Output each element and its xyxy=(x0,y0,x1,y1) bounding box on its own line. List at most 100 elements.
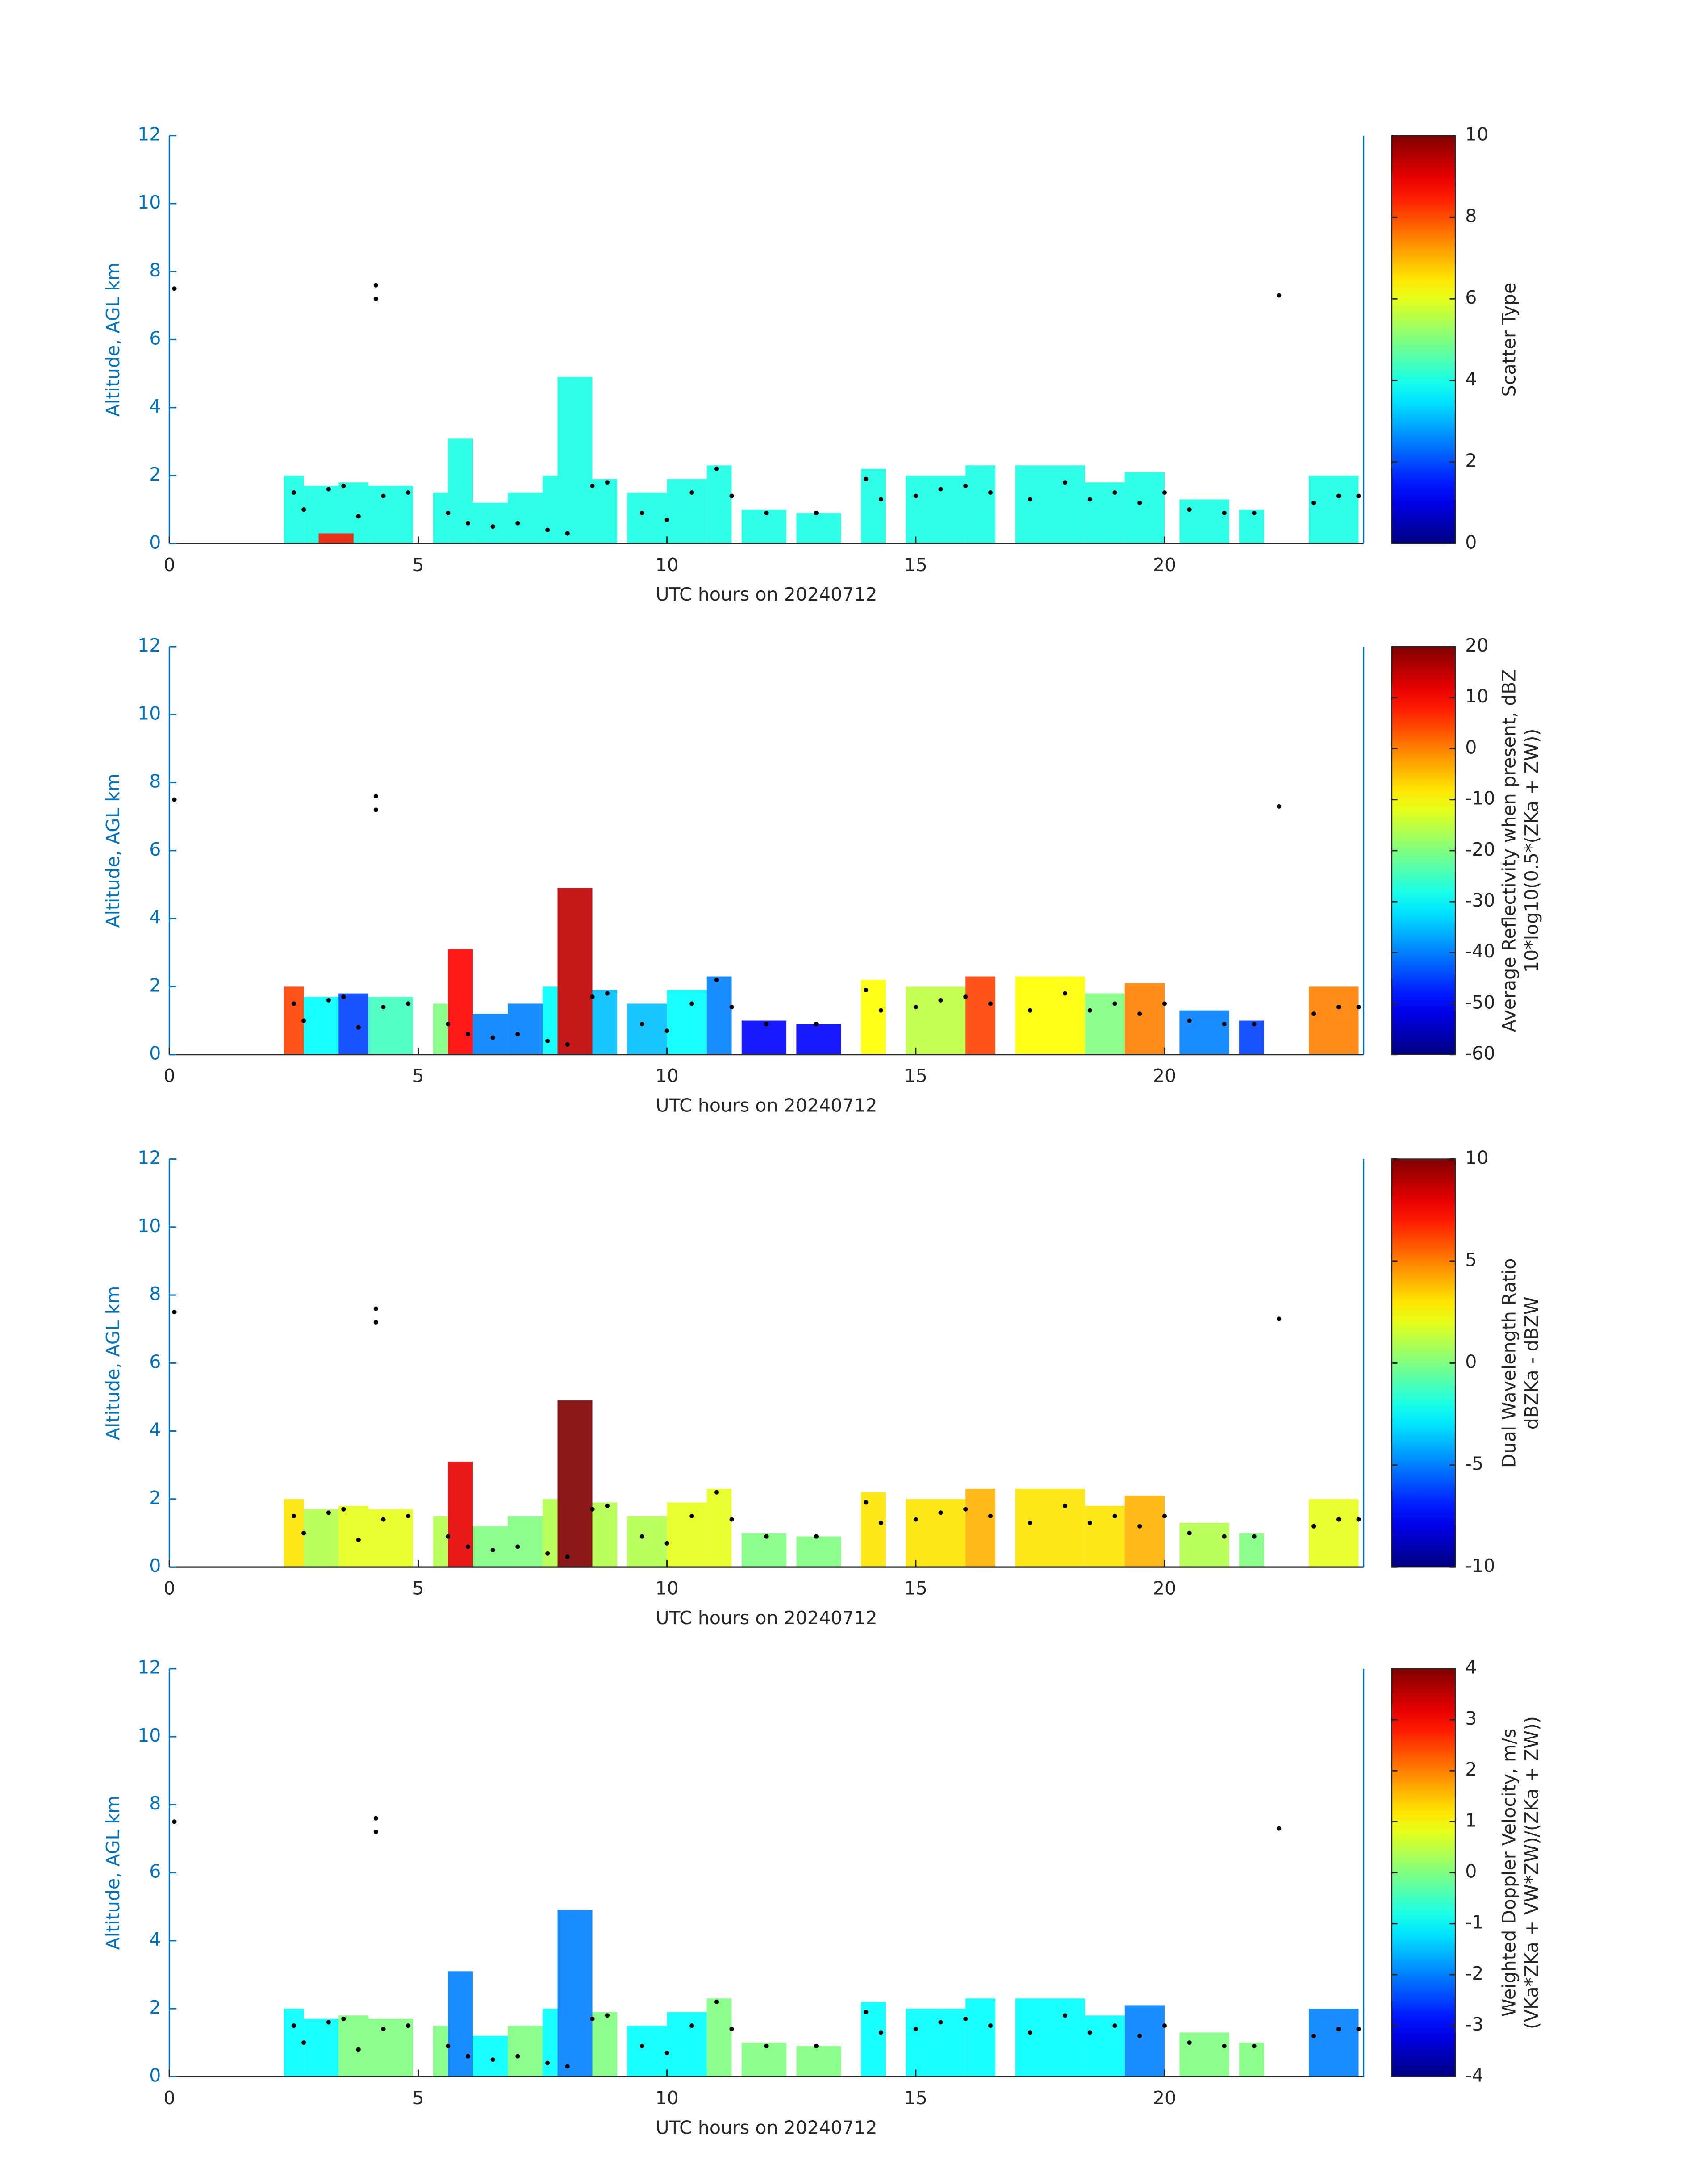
marker-point xyxy=(406,2023,411,2028)
x-tick-label: 0 xyxy=(163,554,175,576)
marker-point xyxy=(1311,500,1316,505)
data-cell xyxy=(741,1533,787,1567)
marker-point xyxy=(639,510,644,515)
marker-point xyxy=(814,510,819,515)
marker-point xyxy=(373,297,378,301)
colorbar-label: (VKa*ZKa + VW*ZW)/(ZKa + ZW)) xyxy=(1521,1716,1542,2029)
data-cell xyxy=(368,485,413,544)
marker-point xyxy=(1336,1517,1341,1522)
marker-point xyxy=(714,978,719,982)
marker-point xyxy=(1028,2030,1033,2035)
colorbar-tick-label: 5 xyxy=(1465,1249,1477,1270)
marker-point xyxy=(664,2050,669,2056)
y-tick-label: 4 xyxy=(149,1929,161,1950)
data-cell xyxy=(796,1536,841,1567)
data-cell xyxy=(906,1499,966,1567)
data-cell xyxy=(1239,510,1264,544)
marker-point xyxy=(1187,2040,1192,2045)
marker-point xyxy=(963,994,968,999)
marker-point xyxy=(291,2023,296,2028)
colorbar-tick-label: 10 xyxy=(1465,1147,1488,1169)
marker-point xyxy=(1187,507,1192,512)
marker-point xyxy=(864,1500,869,1505)
marker-point xyxy=(913,1517,918,1522)
colorbar-label: Dual Wavelength Ratio xyxy=(1498,1258,1520,1468)
data-cell xyxy=(741,1020,787,1055)
marker-point xyxy=(1336,1004,1341,1010)
data-cell xyxy=(965,976,996,1055)
x-tick-label: 15 xyxy=(904,554,927,576)
data-cell xyxy=(796,2046,841,2077)
marker-point xyxy=(515,1032,520,1037)
marker-point xyxy=(605,480,610,485)
marker-point xyxy=(714,1490,719,1495)
marker-point xyxy=(1063,1504,1068,1508)
colorbar-tick-label: 3 xyxy=(1465,1708,1477,1729)
data-cell xyxy=(338,1506,369,1567)
marker-point xyxy=(172,797,177,802)
data-cell xyxy=(1309,986,1359,1055)
marker-point xyxy=(490,1548,495,1553)
data-cell xyxy=(557,1910,593,2077)
data-cell xyxy=(1239,1533,1264,1567)
y-axis-label: Altitude, AGL km xyxy=(102,263,124,417)
marker-point xyxy=(590,994,595,999)
colorbar xyxy=(1391,1158,1456,1568)
colorbar-label: Scatter Type xyxy=(1498,283,1520,397)
marker-point xyxy=(341,2016,346,2021)
marker-point xyxy=(545,2060,550,2065)
y-tick-label: 6 xyxy=(149,839,161,860)
marker-point xyxy=(1028,1521,1033,1525)
marker-point xyxy=(291,1001,296,1006)
x-tick-label: 20 xyxy=(1153,1065,1176,1086)
colorbar-tick-label: 10 xyxy=(1465,685,1488,707)
marker-point xyxy=(878,497,883,502)
x-tick-label: 10 xyxy=(656,2087,679,2109)
y-tick-label: 8 xyxy=(149,1283,161,1304)
marker-point xyxy=(664,1028,669,1033)
y-axis-label: Altitude, AGL km xyxy=(102,1286,124,1441)
marker-point xyxy=(291,1513,296,1518)
data-cell xyxy=(1015,1489,1085,1567)
marker-point xyxy=(406,1513,411,1518)
data-cell xyxy=(965,465,996,544)
data-cell xyxy=(796,1024,841,1055)
x-tick-label: 15 xyxy=(904,2087,927,2109)
marker-point xyxy=(446,1534,451,1539)
x-tick-label: 0 xyxy=(163,1065,175,1086)
marker-point xyxy=(988,1001,993,1006)
marker-point xyxy=(764,1022,769,1027)
marker-point xyxy=(1028,1008,1033,1013)
marker-point xyxy=(326,487,331,492)
colorbar-label: Weighted Doppler Velocity, m/s xyxy=(1498,1729,1520,2017)
data-cell xyxy=(473,2035,508,2077)
data-cell xyxy=(627,1003,667,1055)
data-cell xyxy=(706,465,732,544)
colorbar-tick-label: -2 xyxy=(1465,1963,1483,1984)
marker-point xyxy=(446,2043,451,2048)
marker-point xyxy=(1222,1534,1227,1539)
marker-point xyxy=(406,490,411,495)
data-cell xyxy=(627,2026,667,2077)
colorbar-tick-label: 0 xyxy=(1465,531,1477,553)
marker-point xyxy=(465,1032,470,1037)
marker-point xyxy=(605,991,610,996)
marker-point xyxy=(913,1004,918,1010)
marker-point xyxy=(1311,2033,1316,2039)
marker-point xyxy=(490,2057,495,2062)
data-cell xyxy=(433,1516,448,1567)
x-axis-label: UTC hours on 20240712 xyxy=(656,1095,877,1116)
data-cell xyxy=(433,493,448,544)
marker-point xyxy=(1112,490,1117,495)
colorbar-tick-label: -60 xyxy=(1465,1043,1495,1064)
marker-point xyxy=(446,1022,451,1027)
colorbar-tick-label: 0 xyxy=(1465,1861,1477,1882)
data-cell xyxy=(284,986,304,1055)
colorbar xyxy=(1391,1668,1456,2077)
marker-point xyxy=(590,2016,595,2021)
marker-point xyxy=(1336,493,1341,498)
marker-point xyxy=(373,283,378,288)
x-tick-label: 5 xyxy=(412,1578,424,1599)
marker-point xyxy=(1087,497,1092,502)
